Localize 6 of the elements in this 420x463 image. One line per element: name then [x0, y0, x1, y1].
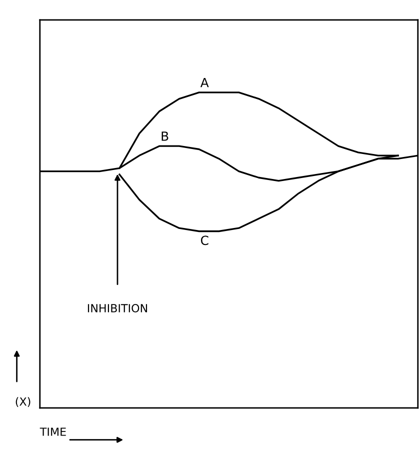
- series-label: B: [162, 132, 168, 141]
- series-label: A: [200, 78, 209, 88]
- x-axis-title: TIME: [40, 428, 66, 436]
- y-axis-title: (X): [16, 397, 30, 408]
- series-label: C: [200, 236, 208, 246]
- annotation: INHIBITION: [88, 304, 148, 312]
